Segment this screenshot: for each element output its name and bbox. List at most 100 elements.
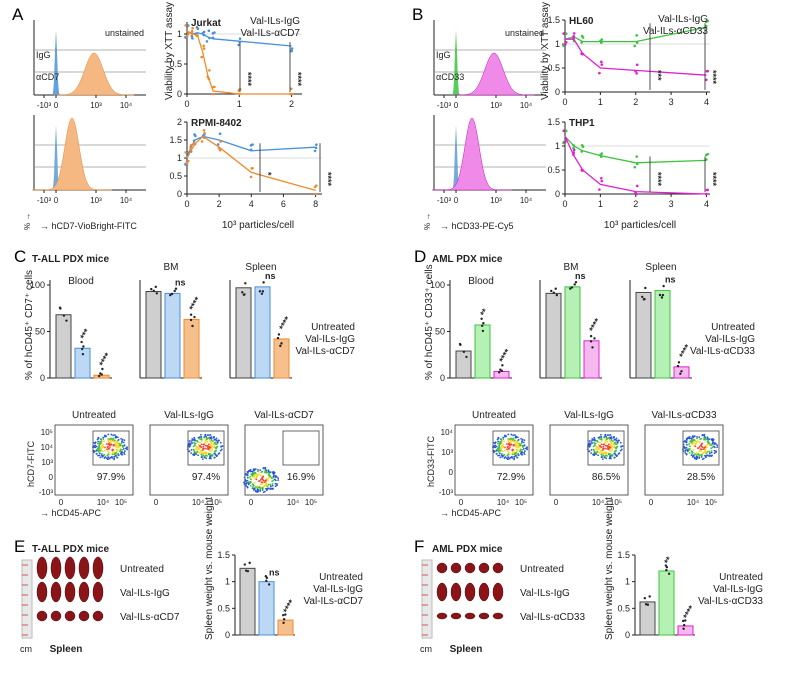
event-dot [504,434,506,437]
legend-entry: Val-ILs-IgG [705,334,755,345]
x-tick: 0 [59,498,64,507]
event-dot [505,435,508,438]
iso-label: IgG [36,50,51,60]
significance: ns [575,271,586,281]
event-dot [98,454,101,457]
y-tick: 10³ [441,448,453,457]
event-dot [108,438,111,441]
event-dot [217,439,220,442]
event-dot [274,485,277,488]
x-tick: 10⁴ [120,101,133,110]
event-dot [686,439,688,441]
bar [55,314,72,379]
event-dot [708,438,710,441]
event-dot [95,452,98,455]
event-dot [507,456,510,459]
y-tick: 50 [35,327,45,337]
event-dot [705,445,708,448]
spleen [92,581,104,603]
series-line [564,26,707,43]
significance: **** [97,351,113,369]
x-tick: 0 [54,196,59,205]
event-dot [704,447,707,450]
x-tick: 10³ [490,196,502,205]
iso-peak [50,30,62,95]
x-tick: 10⁴ [192,498,205,507]
event-dot [202,443,205,446]
event-dot [254,477,257,480]
event-dot [610,450,612,453]
event-dot [608,446,611,448]
event-dot [111,455,113,458]
event-dot [513,439,516,442]
event-dot [600,433,602,436]
data-point [679,372,682,375]
spleen [478,582,490,602]
spleen [64,610,76,622]
event-dot [94,442,96,445]
event-dot [521,451,524,453]
event-dot [206,440,209,443]
data-point [591,346,594,349]
gate [282,430,320,466]
x-tick: 10⁴ [520,101,533,110]
event-dot [710,455,713,457]
event-dot [196,440,199,442]
data-point [190,143,193,147]
event-dot [513,449,515,452]
event-dot [513,434,516,436]
data-point [704,24,708,28]
data-point [244,282,247,285]
event-dot [104,449,106,452]
data-point [634,191,637,194]
data-point [280,342,283,345]
event-dot [113,439,116,442]
event-dot [261,489,264,491]
spleen [50,556,62,580]
event-dot [619,449,622,452]
event-dot [610,445,613,447]
event-dot [516,436,519,439]
event-dot [276,476,278,478]
x-tick: 0 [554,498,559,507]
event-dot [506,446,509,449]
spleen [436,612,448,620]
data-point [185,162,189,165]
event-dot [200,456,203,459]
spleen [36,581,48,603]
event-dot [201,458,204,460]
event-dot [685,440,688,443]
group-title: Spleen [645,262,676,273]
event-dot [123,450,126,452]
event-dot [526,446,528,449]
event-dot [599,445,601,448]
y-axis-label: Spleen weight vs. mouse weight [204,497,215,640]
spleen-label: Spleen [50,644,83,655]
event-dot [592,445,595,448]
data-point [219,140,222,143]
event-dot [506,448,508,451]
event-dot [101,455,104,458]
data-point [677,361,681,364]
x-tick: 10⁵ [115,498,127,507]
event-dot [118,445,121,448]
event-dot [260,481,263,484]
event-dot [502,436,505,439]
event-dot [513,455,516,458]
event-dot [204,451,207,454]
spleen [464,562,476,574]
event-dot [116,456,118,459]
event-dot [216,440,219,443]
event-dot [219,441,222,444]
x-tick: -10³ [437,101,452,110]
event-dot [684,449,687,452]
y-tick: 1.5 [617,550,630,560]
event-dot [214,446,217,449]
event-dot [497,454,499,457]
data-point [589,340,593,343]
event-dot [102,436,105,439]
event-dot [214,452,216,455]
event-dot [255,486,257,488]
chart-title: THP1 [569,118,595,129]
event-dot [209,439,211,442]
